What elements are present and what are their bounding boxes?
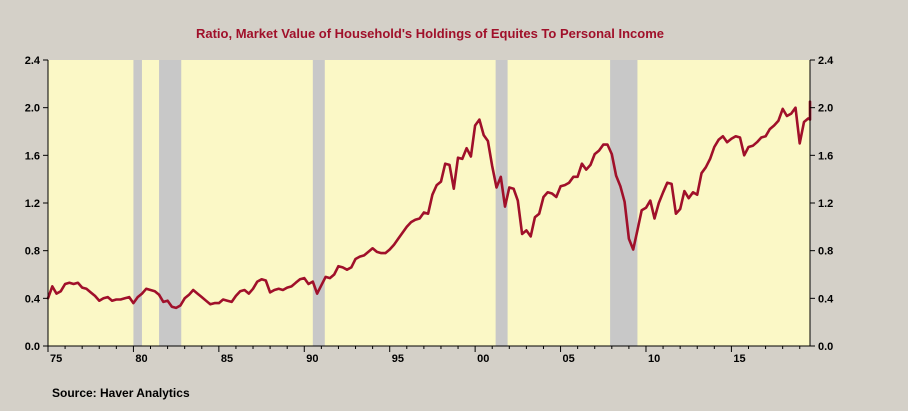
recession-band-3 xyxy=(495,60,508,346)
y-tick-label-left: 2.0 xyxy=(25,103,40,115)
y-tick-label-right: 2.0 xyxy=(818,103,833,115)
y-axis-right: 0.0 0.4 0.8 1.2 1.6 2.0 2.4 xyxy=(810,55,834,353)
x-tick-label: 95 xyxy=(392,353,404,365)
recession-band-1 xyxy=(159,60,182,346)
source-note: Source: Haver Analytics xyxy=(52,386,190,400)
x-tick-label: 05 xyxy=(563,353,575,365)
x-tick-label: 85 xyxy=(221,353,233,365)
y-tick-label-left: 0.0 xyxy=(25,341,40,353)
series-line xyxy=(46,100,812,310)
y-tick-label-right: 0.4 xyxy=(818,293,834,305)
y-tick-label-right: 0.8 xyxy=(818,246,833,258)
y-tick-label-left: 0.4 xyxy=(25,293,41,305)
x-tick-label: 15 xyxy=(733,353,745,365)
chart-title: Ratio, Market Value of Household's Holdi… xyxy=(196,26,664,41)
recession-band-0 xyxy=(133,60,142,346)
x-axis: 75 80 85 90 95 00 05 10 15 xyxy=(47,346,801,365)
y-axis-left: 0.0 0.4 0.8 1.2 1.6 2.0 2.4 xyxy=(25,55,48,353)
y-tick-label-left: 2.4 xyxy=(25,55,41,67)
x-tick-label: 90 xyxy=(306,353,318,365)
y-tick-label-left: 1.6 xyxy=(25,150,40,162)
y-tick-label-left: 0.8 xyxy=(25,246,40,258)
series-line-layer xyxy=(46,100,812,310)
y-tick-label-right: 2.4 xyxy=(818,55,834,67)
y-tick-label-right: 1.2 xyxy=(818,198,833,210)
x-tick-label: 80 xyxy=(135,353,147,365)
x-tick-label: 10 xyxy=(648,353,660,365)
x-tick-label: 75 xyxy=(50,353,62,365)
y-tick-label-right: 1.6 xyxy=(818,150,833,162)
y-tick-label-left: 1.2 xyxy=(25,198,40,210)
recession-band-2 xyxy=(312,60,325,346)
x-tick-label: 00 xyxy=(477,353,489,365)
y-tick-label-right: 0.0 xyxy=(818,341,833,353)
